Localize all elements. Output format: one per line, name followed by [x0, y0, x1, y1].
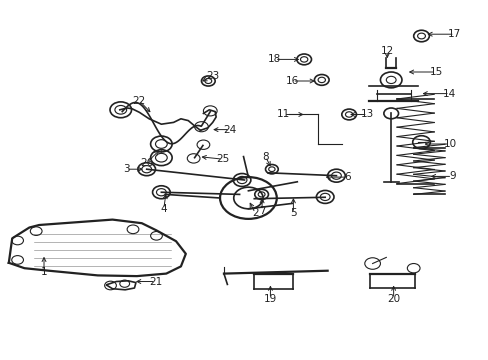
Text: 12: 12: [380, 46, 393, 56]
Text: 3: 3: [122, 164, 129, 174]
Text: 15: 15: [428, 67, 442, 77]
Text: 26: 26: [140, 158, 153, 168]
Text: 21: 21: [148, 276, 162, 287]
Text: 19: 19: [263, 294, 277, 304]
Text: 7: 7: [258, 206, 265, 216]
Text: 25: 25: [215, 154, 229, 164]
Text: 23: 23: [205, 71, 219, 81]
Text: 24: 24: [223, 125, 236, 135]
Text: 10: 10: [443, 139, 455, 149]
Text: 5: 5: [289, 208, 296, 218]
Text: 2: 2: [251, 208, 258, 218]
Text: 4: 4: [160, 204, 167, 214]
Text: 20: 20: [386, 294, 399, 304]
Text: 8: 8: [262, 152, 268, 162]
Text: 17: 17: [447, 29, 461, 39]
Text: 22: 22: [132, 96, 146, 106]
Text: 6: 6: [343, 172, 350, 182]
Text: 13: 13: [360, 109, 374, 120]
Text: 16: 16: [285, 76, 299, 86]
Text: 11: 11: [276, 109, 290, 120]
Text: 18: 18: [267, 54, 281, 64]
Text: 14: 14: [442, 89, 456, 99]
Text: 9: 9: [448, 171, 455, 181]
Text: 1: 1: [41, 267, 47, 277]
